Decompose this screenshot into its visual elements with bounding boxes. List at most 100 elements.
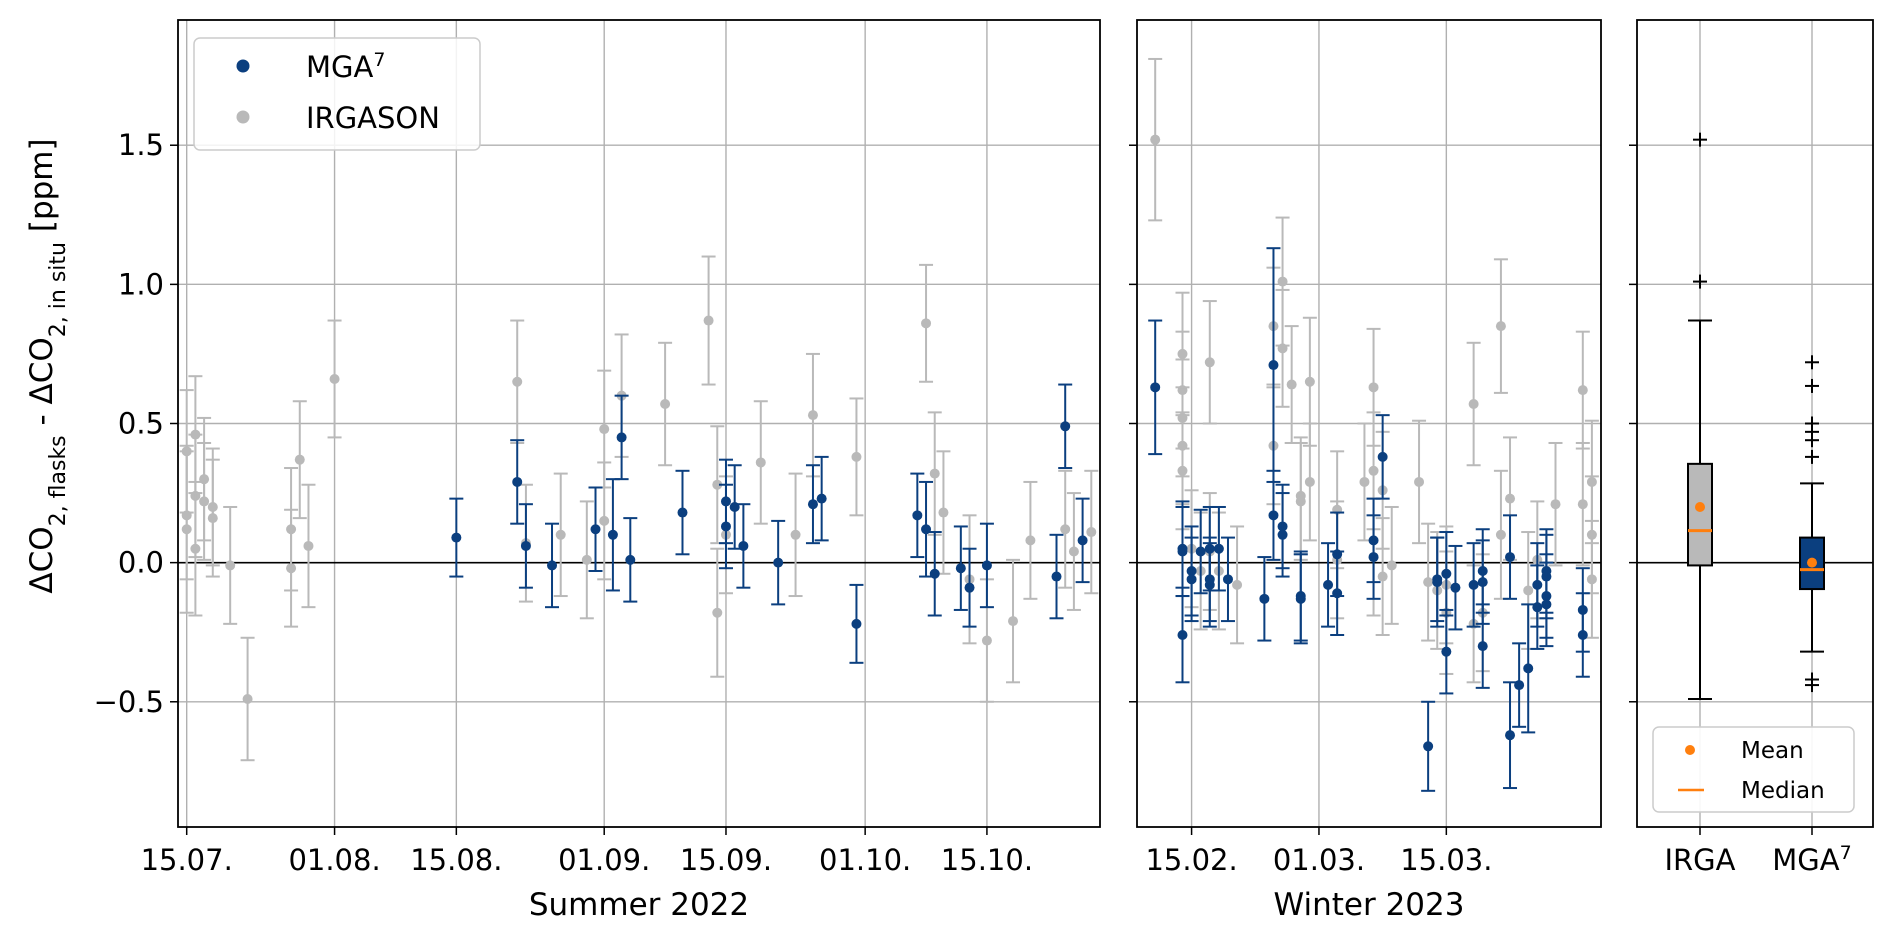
box-legend-median-label: Median xyxy=(1741,778,1825,804)
marker xyxy=(1541,599,1552,610)
summer-x-ticks: 15.07. 01.08. 15.08. 01.09. 15.09. 01.10. 15.1… xyxy=(141,827,1033,877)
irgason-point xyxy=(919,263,934,383)
mga-point xyxy=(927,531,942,617)
mga-point xyxy=(1193,508,1208,595)
marker xyxy=(981,635,992,646)
marker xyxy=(1060,421,1071,432)
irgason-point xyxy=(1084,469,1099,595)
marker xyxy=(1432,577,1443,588)
marker xyxy=(1368,465,1379,476)
mga-point xyxy=(1512,642,1527,728)
marker xyxy=(1577,385,1588,396)
winter-irgason-series xyxy=(1148,57,1599,684)
mga-point xyxy=(1521,603,1536,734)
mga-point xyxy=(623,517,638,603)
legend-mga-label: MGA7 xyxy=(306,49,385,84)
marker xyxy=(981,560,992,571)
marker xyxy=(773,557,784,568)
irgason-point xyxy=(1058,469,1073,589)
box-y-ticks xyxy=(1629,144,1637,703)
winter-frame xyxy=(1136,19,1602,828)
box-legend-mean-marker xyxy=(1685,745,1695,755)
mga-point xyxy=(1321,542,1336,628)
marker xyxy=(1259,593,1270,604)
marker xyxy=(242,693,253,704)
marker xyxy=(1586,529,1597,540)
mga-point xyxy=(1184,536,1199,623)
marker xyxy=(929,468,940,479)
marker xyxy=(581,554,592,565)
mga-point xyxy=(1439,531,1454,617)
marker xyxy=(1277,343,1288,354)
marker xyxy=(1505,493,1516,504)
marker xyxy=(294,454,305,465)
marker xyxy=(816,493,827,504)
marker xyxy=(1468,579,1479,590)
irgason-point xyxy=(701,255,716,386)
marker xyxy=(929,568,940,579)
irgason-point xyxy=(1357,422,1372,542)
marker xyxy=(1495,321,1506,332)
irgason-point xyxy=(284,508,299,628)
irgason-point xyxy=(1148,57,1163,222)
marker xyxy=(225,560,236,571)
marker xyxy=(660,399,671,410)
x-tick-label: 01.09. xyxy=(558,843,650,877)
irgason-point xyxy=(1421,522,1436,642)
irgason-point xyxy=(753,400,768,525)
legend: MGA7 IRGASON xyxy=(193,37,481,151)
marker xyxy=(1532,602,1543,613)
marker xyxy=(1441,568,1452,579)
marker xyxy=(1450,582,1461,593)
marker xyxy=(1368,382,1379,393)
mga-point xyxy=(1211,505,1226,592)
box-frame xyxy=(1636,19,1874,828)
marker xyxy=(1204,574,1215,585)
mga-point xyxy=(545,522,560,609)
y-tick-label: 0.5 xyxy=(118,407,164,441)
marker xyxy=(625,554,636,565)
irgason-point xyxy=(327,319,342,439)
marker xyxy=(1423,577,1434,588)
marker xyxy=(190,429,201,440)
mga-point xyxy=(1530,564,1545,650)
irgason-point xyxy=(301,483,316,609)
mga-point xyxy=(1375,414,1390,500)
marker xyxy=(590,524,601,535)
irgason-point xyxy=(1575,441,1590,567)
marker xyxy=(807,410,818,421)
irgason-point xyxy=(1584,475,1599,595)
mga-point xyxy=(1175,505,1190,598)
marker xyxy=(1077,535,1088,546)
irgason-point xyxy=(849,397,864,517)
mga-point xyxy=(1575,592,1590,678)
marker xyxy=(1468,399,1479,410)
summer-panel: 1.5 1.0 0.5 0.0 −0.5 15.07. 01.08. 15.08. 01.09… xyxy=(94,19,1101,923)
mga-point xyxy=(605,478,620,592)
marker xyxy=(599,424,610,435)
irgason-point xyxy=(1384,505,1399,625)
marker xyxy=(955,563,966,574)
box-category-irga: IRGA xyxy=(1664,843,1735,877)
marker xyxy=(1377,571,1388,582)
marker xyxy=(1086,527,1097,538)
irgason-point xyxy=(805,352,820,478)
x-tick-label: 15.08. xyxy=(410,843,502,877)
irgason-point xyxy=(510,319,525,444)
marker xyxy=(755,457,766,468)
marker xyxy=(1277,276,1288,287)
marker xyxy=(512,476,523,487)
marker xyxy=(599,515,610,526)
mga-point xyxy=(953,525,968,611)
marker xyxy=(1068,546,1079,557)
marker xyxy=(1232,579,1243,590)
marker xyxy=(1286,379,1297,390)
boxplot-panel: IRGA MGA7 Mean Median xyxy=(1629,19,1874,877)
marker xyxy=(1377,451,1388,462)
marker xyxy=(1295,593,1306,604)
x-tick-label: 15.09. xyxy=(680,843,772,877)
marker xyxy=(1304,376,1315,387)
marker xyxy=(520,540,531,551)
marker xyxy=(1477,641,1488,652)
marker xyxy=(1268,510,1279,521)
